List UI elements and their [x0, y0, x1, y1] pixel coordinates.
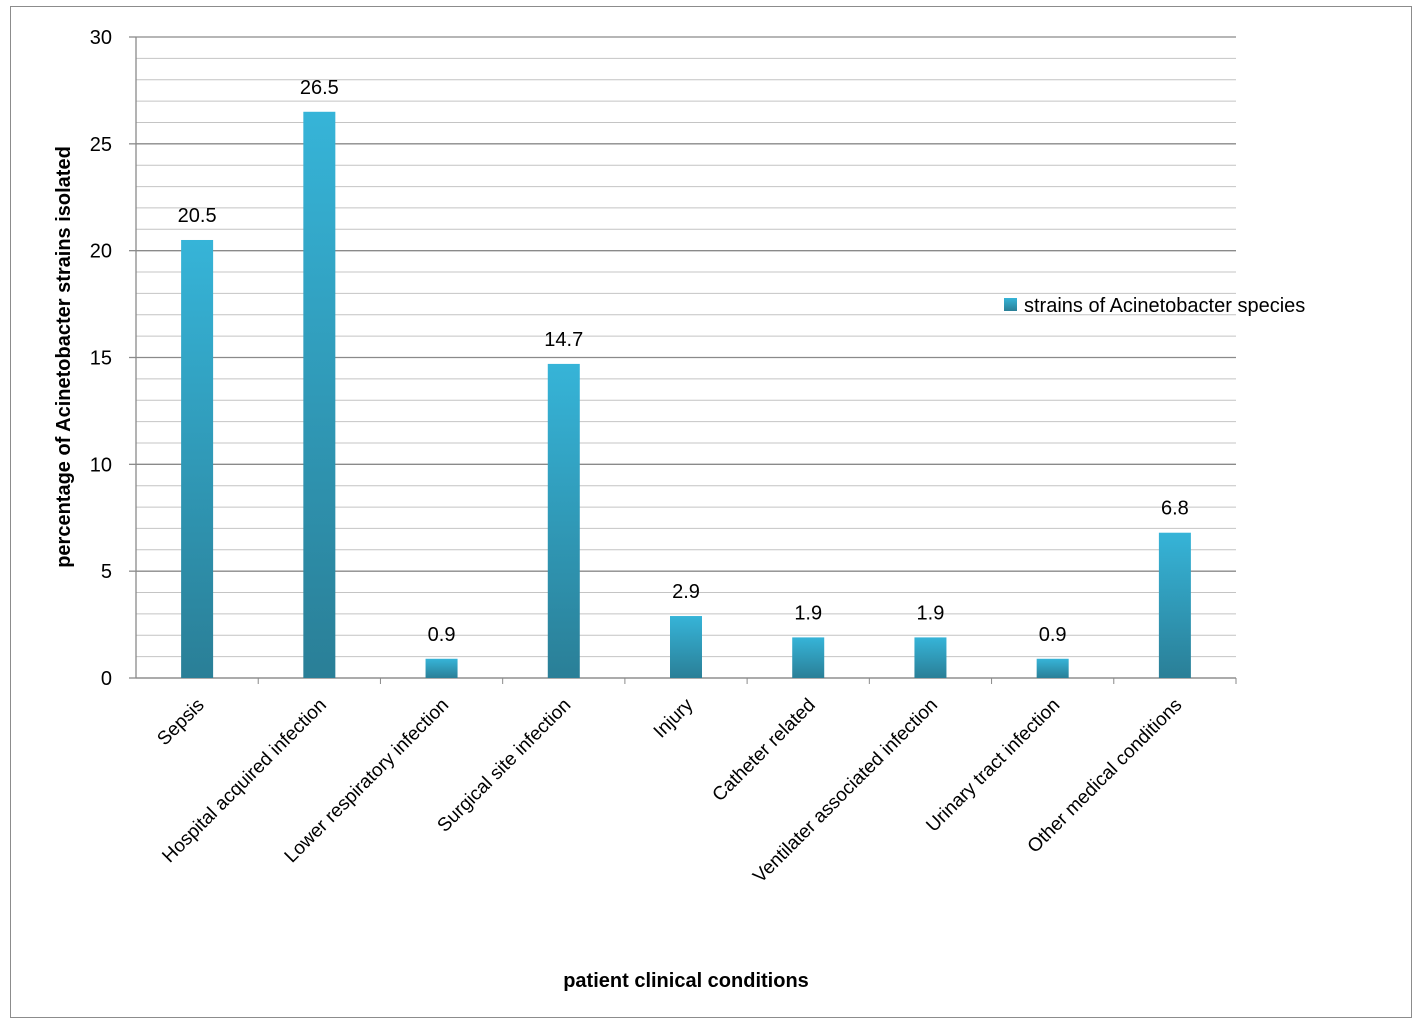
bar — [425, 658, 458, 678]
bar — [547, 363, 580, 678]
data-label: 26.5 — [300, 77, 339, 99]
data-label: 6.8 — [1161, 498, 1189, 520]
data-label: 1.9 — [917, 602, 945, 624]
bar — [792, 637, 825, 678]
legend: strains of Acinetobacter species — [1004, 295, 1305, 317]
legend-swatch — [1004, 298, 1017, 311]
x-tick-label: Injury — [650, 694, 698, 742]
y-tick-label: 25 — [90, 134, 112, 156]
data-label: 0.9 — [1039, 624, 1067, 646]
data-label: 2.9 — [672, 581, 700, 603]
x-tick-label: Surgical site infection — [434, 695, 576, 837]
bar — [303, 111, 336, 679]
bars — [181, 111, 1191, 679]
y-tick-label: 5 — [101, 561, 112, 583]
chart-frame — [10, 6, 1412, 1018]
y-tick-label: 0 — [101, 668, 112, 690]
y-tick-label: 30 — [90, 27, 112, 49]
data-label: 20.5 — [178, 205, 217, 227]
bar — [670, 616, 702, 678]
y-tick-label: 10 — [90, 454, 112, 476]
data-label: 14.7 — [544, 329, 583, 351]
data-label: 1.9 — [794, 602, 822, 624]
y-axis-title: percentage of Acinetobacter strains isol… — [53, 146, 75, 568]
bar — [181, 239, 214, 678]
x-tick-label: Urinary tract infection — [922, 695, 1064, 837]
y-tick-label: 15 — [90, 348, 112, 370]
y-tick-label: 20 — [90, 241, 112, 263]
data-labels: 20.5 26.5 0.9 14.7 2.9 1.9 1.9 0.9 6.8 — [178, 77, 1189, 646]
legend-label: strains of Acinetobacter species — [1024, 295, 1305, 317]
bar — [1036, 658, 1069, 678]
x-axis-title: patient clinical conditions — [563, 970, 809, 992]
x-tick-label: Catheter related — [709, 695, 820, 806]
bar — [914, 637, 947, 678]
x-tick-label: Sepsis — [153, 695, 208, 750]
data-label: 0.9 — [428, 624, 456, 646]
bar — [1158, 532, 1191, 678]
